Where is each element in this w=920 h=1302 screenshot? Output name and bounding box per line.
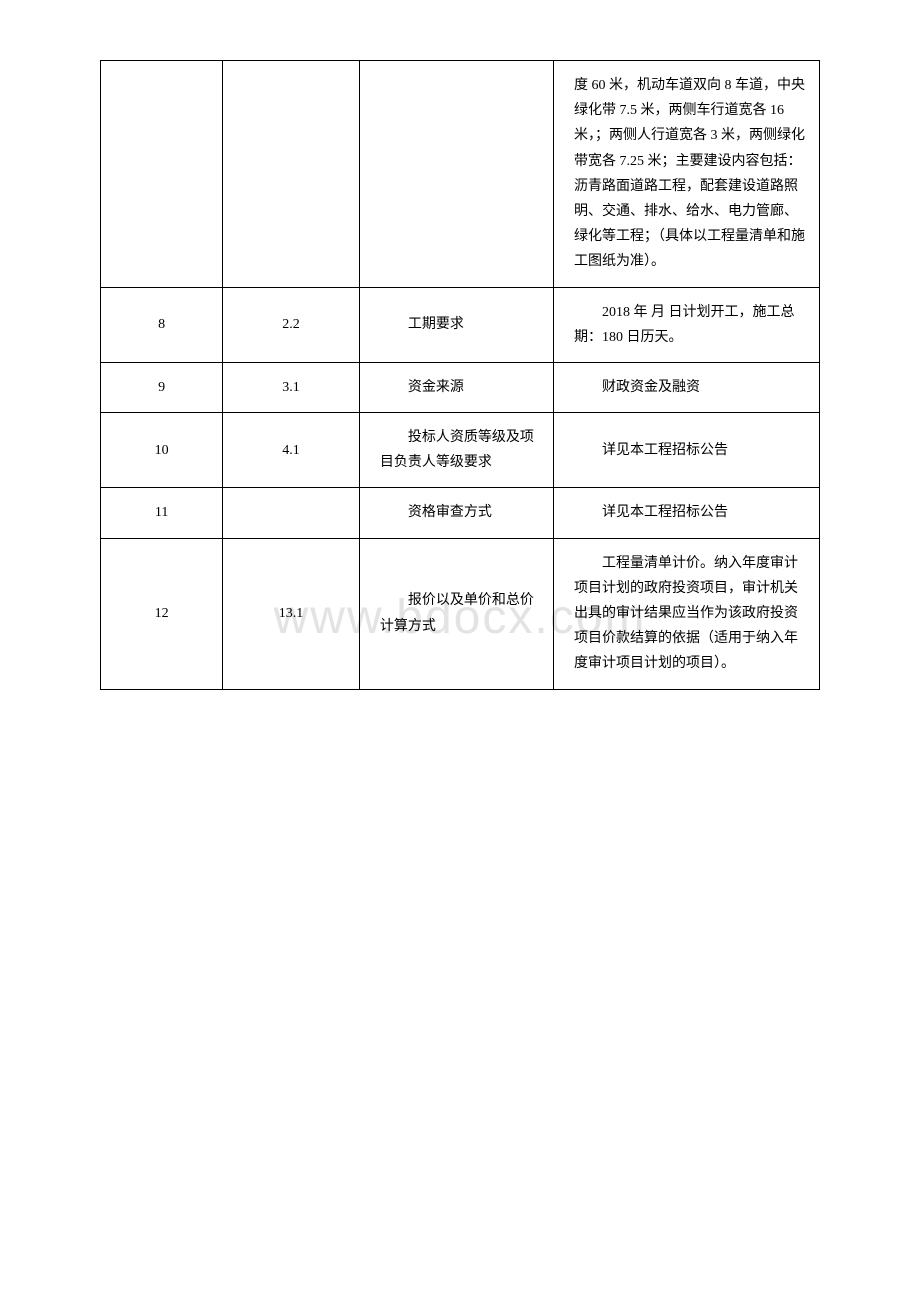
cell-content: 度 60 米，机动车道双向 8 车道，中央绿化带 7.5 米，两侧车行道宽各 1…	[553, 61, 819, 288]
cell-content: 详见本工程招标公告	[553, 488, 819, 538]
table-row: 11 资格审查方式 详见本工程招标公告	[101, 488, 820, 538]
cell-content: 详见本工程招标公告	[553, 413, 819, 488]
table-row: 9 3.1 资金来源 财政资金及融资	[101, 362, 820, 412]
cell-item: 投标人资质等级及项目负责人等级要求	[359, 413, 553, 488]
table-row: 10 4.1 投标人资质等级及项目负责人等级要求 详见本工程招标公告	[101, 413, 820, 488]
cell-seq	[101, 61, 223, 288]
cell-clause: 13.1	[223, 538, 360, 689]
cell-clause: 4.1	[223, 413, 360, 488]
cell-clause: 2.2	[223, 287, 360, 362]
cell-clause	[223, 61, 360, 288]
cell-content: 财政资金及融资	[553, 362, 819, 412]
cell-seq: 9	[101, 362, 223, 412]
cell-clause	[223, 488, 360, 538]
table-row: 8 2.2 工期要求 2018 年 月 日计划开工，施工总期：180 日历天。	[101, 287, 820, 362]
cell-item: 报价以及单价和总价计算方式	[359, 538, 553, 689]
cell-seq: 12	[101, 538, 223, 689]
table-row: 12 13.1 报价以及单价和总价计算方式 工程量清单计价。纳入年度审计项目计划…	[101, 538, 820, 689]
cell-seq: 10	[101, 413, 223, 488]
cell-clause: 3.1	[223, 362, 360, 412]
cell-item: 资金来源	[359, 362, 553, 412]
cell-seq: 8	[101, 287, 223, 362]
document-table: 度 60 米，机动车道双向 8 车道，中央绿化带 7.5 米，两侧车行道宽各 1…	[100, 60, 820, 690]
cell-item	[359, 61, 553, 288]
cell-item: 资格审查方式	[359, 488, 553, 538]
cell-content: 2018 年 月 日计划开工，施工总期：180 日历天。	[553, 287, 819, 362]
table-container: 度 60 米，机动车道双向 8 车道，中央绿化带 7.5 米，两侧车行道宽各 1…	[100, 60, 820, 690]
cell-content: 工程量清单计价。纳入年度审计项目计划的政府投资项目，审计机关出具的审计结果应当作…	[553, 538, 819, 689]
cell-item: 工期要求	[359, 287, 553, 362]
cell-seq: 11	[101, 488, 223, 538]
table-row: 度 60 米，机动车道双向 8 车道，中央绿化带 7.5 米，两侧车行道宽各 1…	[101, 61, 820, 288]
